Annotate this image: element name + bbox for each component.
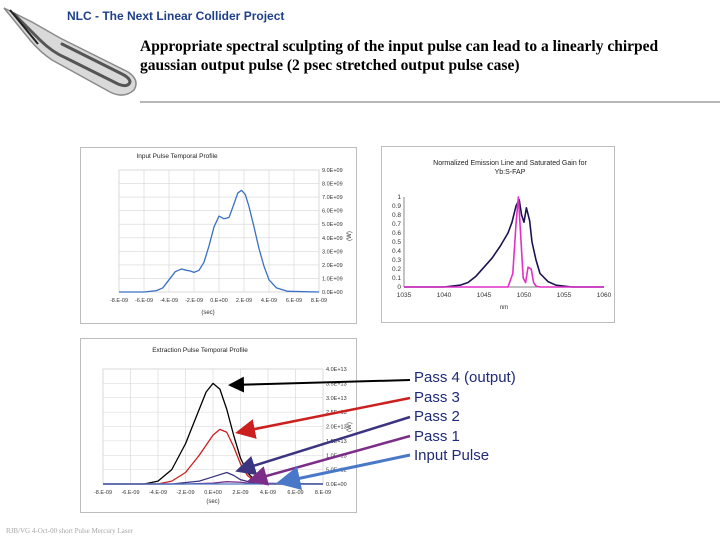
chart-input-pulse: -8.E-09 -6.E-09 -4.E-09 -2.E-09 0.E+00 2.E-09…	[80, 147, 357, 324]
x-tick-label: -4.E-09	[160, 298, 178, 304]
y-axis-label: (W)	[347, 422, 353, 432]
x-tick-label: 2.E-09	[232, 490, 248, 496]
x-tick-label: -4.E-09	[149, 490, 167, 496]
x-tick-label: 8.E-09	[315, 490, 331, 496]
x-tick-label: 1060	[597, 292, 612, 299]
y-tick-label: 0.5	[392, 239, 401, 246]
x-tick-label: -8.E-09	[110, 298, 128, 304]
series-line-0	[119, 189, 320, 293]
legend-item-input-pulse: Input Pulse	[414, 447, 490, 464]
chart-title: Input Pulse Temporal Profile	[136, 153, 218, 160]
plot-area	[404, 197, 604, 287]
x-tick-label: -2.E-09	[176, 490, 194, 496]
y-tick-label: 0.9	[392, 203, 401, 210]
y-axis-label: (W)	[347, 231, 353, 241]
y-tick-label: 5.0E+12	[326, 468, 347, 474]
y-tick-label: 1	[397, 194, 401, 201]
y-tick-label: 9.0E+09	[322, 168, 343, 174]
y-tick-label: 4.0E+09	[322, 236, 343, 242]
x-axis-label: (sec)	[206, 499, 219, 505]
x-tick-label: -2.E-09	[185, 298, 203, 304]
y-tick-label: 0.6	[392, 230, 401, 237]
x-tick-label: -8.E-09	[94, 490, 112, 496]
y-tick-label: 8.0E+09	[322, 182, 343, 188]
header-divider	[140, 101, 720, 103]
y-tick-label: 7.0E+09	[322, 195, 343, 201]
y-tick-label: 2.0E+13	[326, 425, 347, 431]
x-tick-label: 2.E-09	[236, 298, 252, 304]
x-axis-label: nm	[500, 305, 508, 311]
slide-footer: RJB/VG 4-Oct-00 short Pulse Mercury Lase…	[6, 527, 133, 535]
y-tick-label: 0.1	[392, 275, 401, 282]
series-line-1	[404, 196, 604, 288]
x-tick-label: 1050	[517, 292, 532, 299]
y-tick-label: 3.0E+13	[326, 396, 347, 402]
y-tick-label: 1.0E+09	[322, 276, 343, 282]
y-tick-label: 0.2	[392, 266, 401, 273]
y-tick-label: 2.5E+13	[326, 410, 347, 416]
chart-title: Extraction Pulse Temporal Profile	[152, 347, 248, 354]
x-tick-label: 1040	[437, 292, 452, 299]
y-tick-label: 0.0E+00	[326, 482, 347, 488]
legend-item-pass-2: Pass 2	[414, 408, 460, 425]
y-tick-label: 1.0E+13	[326, 453, 347, 459]
chart-emission-gain: 1035 1040 1045 1050 1055 1060 0 0.1 0.2 0.3 0.4 0.5…	[381, 146, 615, 323]
y-tick-label: 0.7	[392, 221, 401, 228]
slide-title: Appropriate spectral sculpting of the in…	[140, 38, 659, 74]
x-tick-label: 1055	[557, 292, 572, 299]
x-tick-label: 0.E+00	[210, 298, 228, 304]
y-tick-label: 6.0E+09	[322, 209, 343, 215]
y-tick-label: 4.0E+13	[326, 367, 347, 373]
x-tick-label: -6.E-09	[135, 298, 153, 304]
chart-title-line-2: Yb:S-FAP	[495, 169, 526, 176]
y-tick-label: 0.0E+00	[322, 290, 343, 296]
chart-extraction-pulse: -8.E-09 -6.E-09 -4.E-09 -2.E-09 0.E+00 2.E-09…	[80, 338, 357, 513]
legend-item-pass-3: Pass 3	[414, 388, 460, 406]
x-tick-label: 1045	[477, 292, 492, 299]
y-tick-label: 3.0E+09	[322, 249, 343, 255]
chart-title: Normalized Emission Line and Saturated G…	[433, 160, 587, 167]
x-tick-label: 0.E+00	[204, 490, 222, 496]
pass-legend: Pass 4 (output) Pass 3 Pass 2 Pass 1 Inp…	[414, 368, 516, 466]
x-tick-label: 4.E-09	[261, 298, 277, 304]
x-tick-label: 4.E-09	[260, 490, 276, 496]
y-tick-label: 0	[397, 284, 401, 291]
y-tick-label: 0.8	[392, 212, 401, 219]
legend-item-pass-4: Pass 4 (output)	[414, 369, 516, 386]
x-tick-label: 8.E-09	[311, 298, 327, 304]
y-tick-label: 0.3	[392, 257, 401, 264]
x-axis-label: (sec)	[201, 310, 214, 316]
y-tick-label: 1.5E+13	[326, 439, 347, 445]
x-tick-label: -6.E-09	[121, 490, 139, 496]
y-tick-label: 0.4	[392, 248, 401, 255]
y-tick-label: 3.5E+13	[326, 381, 347, 387]
slide-header: NLC - The Next Linear Collider Project	[67, 9, 285, 23]
legend-item-pass-1: Pass 1	[414, 427, 460, 445]
x-tick-label: 6.E-09	[286, 298, 302, 304]
x-tick-label: 1035	[397, 292, 412, 299]
y-tick-label: 5.0E+09	[322, 222, 343, 228]
y-tick-label: 2.0E+09	[322, 263, 343, 269]
nlc-logo	[3, 7, 137, 96]
x-tick-label: 6.E-09	[287, 490, 303, 496]
